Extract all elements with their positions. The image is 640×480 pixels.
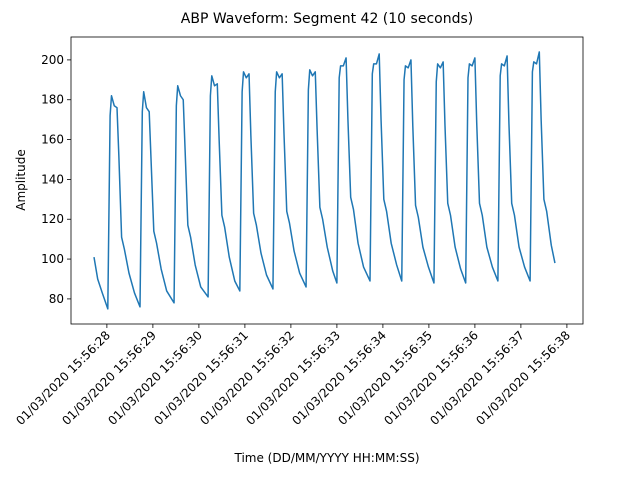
y-tick-label: 120 — [41, 212, 64, 226]
chart-title: ABP Waveform: Segment 42 (10 seconds) — [181, 11, 473, 27]
plot-frame — [70, 36, 584, 325]
x-tick-label: 01/03/2020 15:56:38 — [473, 328, 573, 428]
y-tick-label: 200 — [41, 53, 64, 67]
y-axis-label: Amplitude — [14, 149, 28, 211]
y-tick-label: 180 — [41, 93, 64, 107]
x-axis-label: Time (DD/MM/YYYY HH:MM:SS) — [233, 451, 419, 465]
y-tick-label: 160 — [41, 133, 64, 147]
y-tick-label: 140 — [41, 172, 64, 186]
y-tick-label: 80 — [49, 292, 64, 306]
waveform-line — [93, 51, 556, 310]
y-tick-label: 100 — [41, 252, 64, 266]
